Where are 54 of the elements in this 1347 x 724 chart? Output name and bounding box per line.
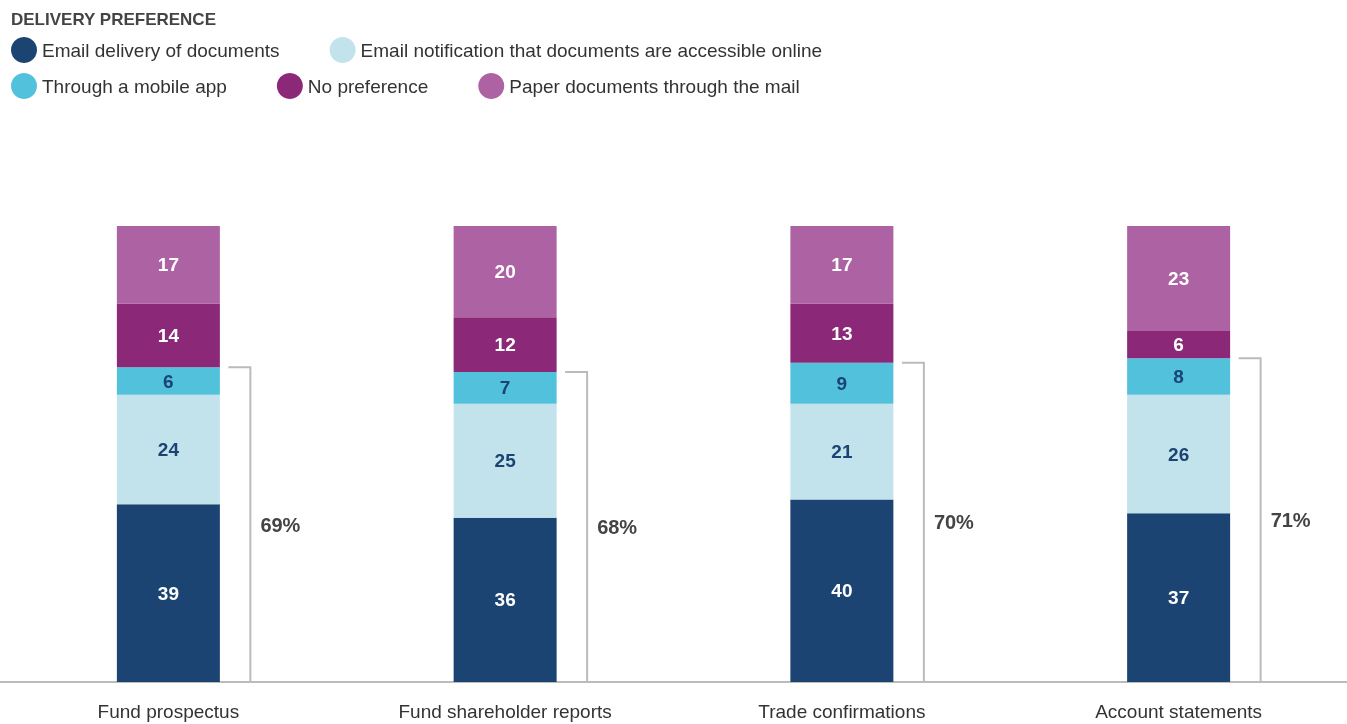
data-label: 40 bbox=[831, 580, 853, 602]
bar bbox=[453, 317, 557, 372]
bar bbox=[1127, 513, 1231, 682]
bar bbox=[790, 226, 894, 304]
legend-title: DELIVERY PREFERENCE bbox=[11, 10, 216, 29]
bar bbox=[453, 517, 557, 682]
data-label: 6 bbox=[1173, 334, 1184, 356]
data-label: 7 bbox=[499, 377, 511, 399]
data-label: 25 bbox=[494, 450, 517, 472]
legend-label: Email notification that documents are accessible online bbox=[360, 39, 823, 61]
annotation: 71% bbox=[1270, 509, 1311, 532]
bar bbox=[116, 367, 220, 395]
bar bbox=[790, 403, 894, 500]
data-label: 13 bbox=[831, 322, 853, 344]
bar bbox=[453, 226, 557, 318]
x-tick-label: Account statements bbox=[1095, 701, 1263, 722]
data-label: 17 bbox=[831, 254, 853, 276]
data-label: 26 bbox=[1168, 443, 1190, 465]
annotation: 70% bbox=[933, 511, 975, 534]
bar bbox=[1127, 394, 1231, 514]
bar bbox=[116, 504, 220, 682]
bar bbox=[1127, 330, 1231, 359]
data-label: 17 bbox=[157, 254, 179, 276]
bar bbox=[453, 371, 557, 404]
data-label: 37 bbox=[1168, 587, 1190, 609]
bar bbox=[790, 362, 894, 404]
legend-label: Email delivery of documents bbox=[42, 39, 280, 61]
x-tick-label: Fund shareholder reports bbox=[398, 701, 612, 722]
data-label: 9 bbox=[836, 372, 848, 394]
bar bbox=[1127, 226, 1231, 331]
annotation: 69% bbox=[260, 513, 301, 536]
data-label: 8 bbox=[1173, 365, 1184, 387]
data-label: 6 bbox=[163, 370, 174, 392]
x-tick-label: Fund prospectus bbox=[97, 701, 240, 722]
legend-label: No preference bbox=[307, 75, 429, 97]
data-label: 36 bbox=[494, 589, 516, 611]
data-label: 39 bbox=[157, 582, 179, 604]
data-label: 20 bbox=[494, 261, 516, 283]
bar bbox=[116, 226, 220, 304]
legend-label: Through a mobile app bbox=[42, 75, 227, 97]
bar bbox=[790, 499, 894, 682]
annotation: 68% bbox=[597, 515, 638, 538]
bar bbox=[790, 303, 894, 363]
data-label: 14 bbox=[157, 324, 180, 346]
bar bbox=[116, 303, 220, 368]
data-label: 23 bbox=[1168, 267, 1190, 289]
data-label: 24 bbox=[157, 438, 180, 460]
x-tick-label: Trade confirmations bbox=[758, 701, 926, 722]
bar bbox=[116, 394, 220, 505]
legend-label: Paper documents through the mail bbox=[509, 75, 800, 97]
bar bbox=[1127, 358, 1231, 395]
data-label: 21 bbox=[831, 441, 853, 463]
bar bbox=[453, 403, 557, 518]
data-label: 12 bbox=[494, 334, 516, 356]
